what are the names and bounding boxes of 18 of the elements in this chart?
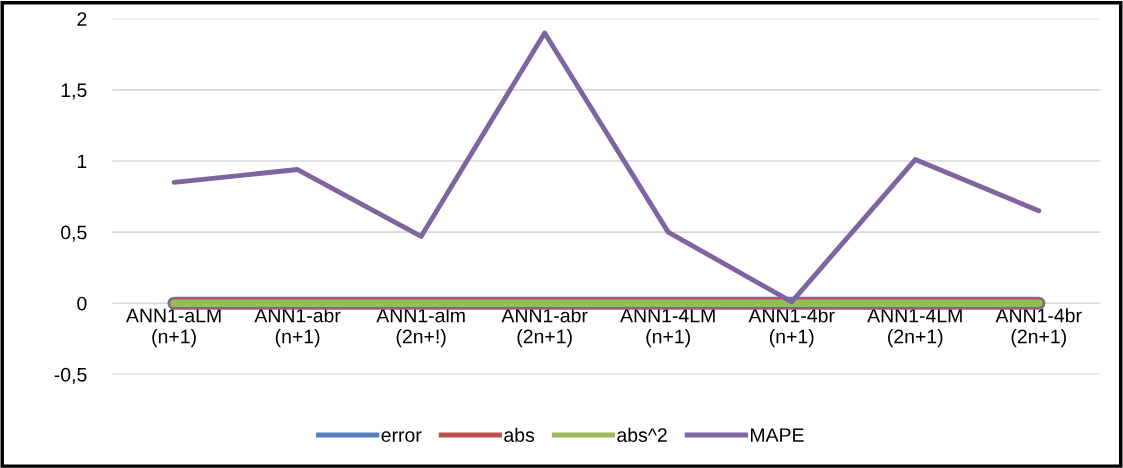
x-tick-label: ANN1-abr (2n+1) bbox=[501, 308, 588, 348]
x-tick-label: ANN1-4br (n+1) bbox=[748, 308, 835, 348]
x-tick-label: ANN1-aLM (n+1) bbox=[126, 308, 221, 348]
legend-label: abs bbox=[504, 427, 535, 442]
y-tick-label: 2 bbox=[77, 12, 87, 26]
y-tick-label: 0 bbox=[77, 296, 87, 311]
y-tick-label: 1 bbox=[77, 154, 87, 169]
x-tick-label: ANN1-4LM (2n+1) bbox=[867, 308, 962, 348]
legend-label: MAPE bbox=[750, 428, 804, 442]
legend-label: error bbox=[381, 431, 422, 442]
y-tick-label: 1,5 bbox=[61, 83, 87, 100]
x-tick-label: ANN1-4LM (n+1) bbox=[620, 308, 715, 348]
x-tick-label: ANN1-4br (2n+1) bbox=[995, 308, 1082, 348]
x-tick-label: ANN1-abr (n+1) bbox=[254, 308, 341, 348]
x-tick-label: ANN1-alm (2n+!) bbox=[376, 308, 465, 348]
y-tick-label: 0,5 bbox=[61, 225, 87, 242]
legend-label: abs^2 bbox=[617, 427, 667, 442]
y-tick-label: -0,5 bbox=[54, 367, 87, 384]
